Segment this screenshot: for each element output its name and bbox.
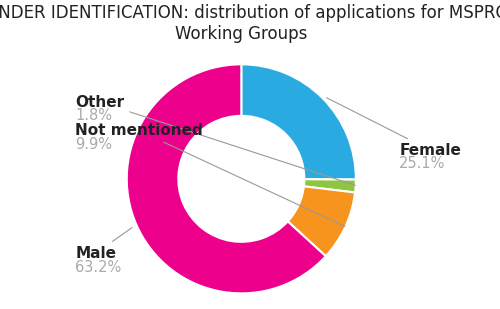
Wedge shape bbox=[127, 64, 326, 293]
Text: 63.2%: 63.2% bbox=[75, 260, 122, 274]
Wedge shape bbox=[242, 64, 356, 180]
Text: 9.9%: 9.9% bbox=[75, 137, 112, 152]
Title: GENDER IDENTIFICATION: distribution of applications for MSPRO
Working Groups: GENDER IDENTIFICATION: distribution of a… bbox=[0, 4, 500, 43]
Wedge shape bbox=[304, 179, 356, 193]
Text: 25.1%: 25.1% bbox=[400, 156, 446, 171]
Text: Other: Other bbox=[75, 95, 356, 185]
Wedge shape bbox=[288, 186, 355, 256]
Text: Male: Male bbox=[75, 227, 132, 261]
Text: Female: Female bbox=[326, 98, 461, 158]
Text: Not mentioned: Not mentioned bbox=[75, 123, 345, 226]
Text: 1.8%: 1.8% bbox=[75, 108, 112, 123]
